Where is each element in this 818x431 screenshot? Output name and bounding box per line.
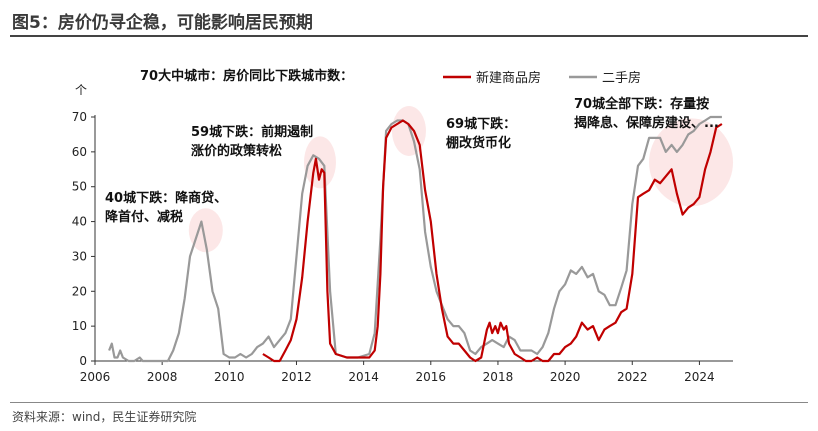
figure-title: 图5：房价仍寻企稳，可能影响居民预期 bbox=[12, 13, 313, 33]
x-tick-label: 2016 bbox=[416, 370, 447, 384]
annotation-line: 59城下跌：前期遏制 bbox=[191, 124, 313, 140]
annotation-line: 涨价的政策转松 bbox=[190, 143, 282, 159]
top-rule bbox=[10, 35, 808, 37]
series-line bbox=[262, 119, 723, 363]
legend-label: 新建商品房 bbox=[476, 70, 541, 86]
y-tick-label: 20 bbox=[72, 284, 87, 298]
annotation-line: 降首付、减税 bbox=[105, 209, 183, 225]
annotation-text: 70城全部下跌：存量按揭降息、保障房建设、... bbox=[574, 96, 719, 131]
source-note: 资料来源：wind，民生证券研究院 bbox=[12, 410, 197, 424]
x-tick-label: 2014 bbox=[348, 370, 379, 384]
y-tick-label: 10 bbox=[72, 319, 87, 333]
x-tick-label: 2006 bbox=[80, 370, 111, 384]
y-tick-label: 0 bbox=[79, 354, 87, 368]
x-tick-label: 2010 bbox=[214, 370, 245, 384]
annotation-line: 40城下跌：降商贷、 bbox=[105, 190, 227, 206]
x-tick-label: 2012 bbox=[281, 370, 312, 384]
highlight-region bbox=[188, 208, 223, 253]
y-tick-label: 50 bbox=[72, 180, 87, 194]
highlight-region bbox=[391, 105, 426, 156]
annotation-line: 棚改货币化 bbox=[446, 135, 511, 151]
y-tick-label: 30 bbox=[72, 249, 87, 263]
annotation-line: 70城全部下跌：存量按 bbox=[574, 96, 709, 112]
legend: 新建商品房 二手房 bbox=[443, 70, 641, 86]
y-axis-unit-label: 个 bbox=[75, 83, 87, 97]
annotation-text: 40城下跌：降商贷、降首付、减税 bbox=[105, 190, 227, 225]
annotation-line: 69城下跌： bbox=[446, 116, 516, 132]
x-tick-label: 2008 bbox=[147, 370, 178, 384]
x-tick-label: 2024 bbox=[684, 370, 715, 384]
y-tick-label: 60 bbox=[72, 145, 87, 159]
y-tick-label: 40 bbox=[72, 215, 87, 229]
x-tick-label: 2018 bbox=[483, 370, 514, 384]
highlight-region bbox=[649, 118, 734, 207]
x-tick-label: 2020 bbox=[550, 370, 581, 384]
x-tick-label: 2022 bbox=[617, 370, 648, 384]
series-line bbox=[108, 115, 722, 363]
chart-title: 70大中城市：房价同比下跌城市数： bbox=[140, 68, 353, 84]
legend-label: 二手房 bbox=[602, 70, 641, 86]
bottom-rule bbox=[10, 402, 808, 403]
annotation-text: 59城下跌：前期遏制涨价的政策转松 bbox=[190, 124, 313, 159]
chart-axes: 0 10 20 30 40 50 60 70 2006 2008 2010 2012 2014 2016 2… bbox=[72, 110, 733, 384]
annotation-text: 69城下跌： 棚改货币化 bbox=[446, 116, 516, 151]
annotations: 40城下跌：降商贷、降首付、减税 59城下跌：前期遏制涨价的政策转松 69城下跌： 棚… bbox=[105, 96, 719, 225]
y-tick-label: 70 bbox=[72, 110, 87, 124]
annotation-line: 揭降息、保障房建设、... bbox=[574, 115, 719, 131]
series-layer bbox=[108, 115, 723, 363]
highlight-regions bbox=[188, 105, 734, 253]
